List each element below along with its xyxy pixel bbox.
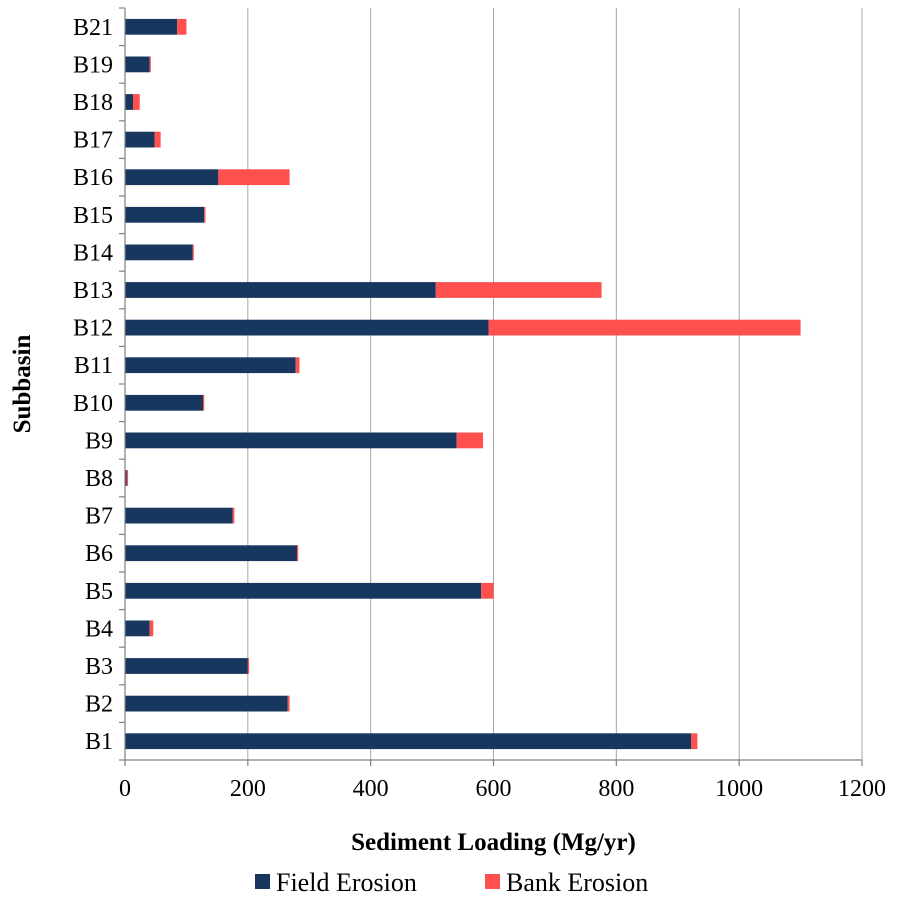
- grid-lines: [247, 8, 863, 760]
- bar-b2-field-erosion: [125, 695, 288, 712]
- y-tick-label-b19: B19: [73, 52, 113, 78]
- y-tick-label-b9: B9: [85, 428, 113, 454]
- y-tick-label-b12: B12: [73, 316, 113, 342]
- bar-b17-bank-erosion: [154, 131, 161, 148]
- y-tick-label-b21: B21: [73, 15, 113, 41]
- bar-b10-bank-erosion: [202, 394, 205, 411]
- legend-label-bank-erosion: Bank Erosion: [506, 868, 648, 897]
- legend-label-field-erosion: Field Erosion: [276, 868, 417, 897]
- bar-b1-bank-erosion: [691, 733, 698, 750]
- bar-b14-field-erosion: [125, 244, 193, 261]
- bar-b9-bank-erosion: [456, 432, 484, 449]
- bar-b9-field-erosion: [125, 432, 457, 449]
- axes: [119, 7, 863, 766]
- x-tick-label-800: 800: [598, 776, 634, 802]
- bar-b7-field-erosion: [125, 507, 233, 524]
- bar-b21-bank-erosion: [177, 18, 187, 35]
- bar-b1-field-erosion: [125, 733, 692, 750]
- bar-b8-field-erosion: [125, 470, 127, 486]
- legend-swatch-bank-erosion: [485, 874, 500, 889]
- y-tick-label-b16: B16: [73, 165, 113, 191]
- bar-b15-bank-erosion: [204, 206, 206, 223]
- y-tick-label-b18: B18: [73, 90, 113, 116]
- bar-b3-bank-erosion: [247, 658, 250, 674]
- y-tick-label-b7: B7: [85, 504, 113, 530]
- x-tick-label-200: 200: [230, 776, 266, 802]
- bar-b4-field-erosion: [125, 620, 150, 637]
- bar-b10-field-erosion: [125, 394, 203, 411]
- x-tick-label-600: 600: [476, 776, 512, 802]
- bar-b13-bank-erosion: [435, 282, 602, 298]
- y-tick-label-b15: B15: [73, 203, 113, 229]
- bar-b18-field-erosion: [125, 94, 133, 110]
- y-tick-label-b13: B13: [73, 278, 113, 304]
- bar-b3-field-erosion: [125, 658, 248, 674]
- legend: Field Erosion Bank Erosion: [255, 868, 648, 897]
- bar-b8-bank-erosion: [126, 470, 129, 486]
- bar-b16-field-erosion: [125, 169, 219, 186]
- bar-b7-bank-erosion: [232, 507, 235, 524]
- y-tick-label-b5: B5: [85, 579, 113, 605]
- x-tick-label-400: 400: [353, 776, 389, 802]
- bar-b19-field-erosion: [125, 56, 150, 73]
- y-axis-title: Subbasin: [9, 335, 36, 434]
- bar-b2-bank-erosion: [287, 695, 290, 712]
- x-tick-labels: 0 200 400 600 800 1000 1200: [119, 776, 886, 802]
- legend-swatch-field-erosion: [255, 874, 270, 889]
- bar-b12-bank-erosion: [488, 319, 801, 336]
- bar-b12-field-erosion: [125, 319, 489, 336]
- bar-b19-bank-erosion: [149, 56, 151, 73]
- bar-b5-bank-erosion: [481, 582, 494, 599]
- bar-b18-bank-erosion: [132, 94, 140, 110]
- bar-b17-field-erosion: [125, 131, 155, 148]
- y-tick-label-b10: B10: [73, 391, 113, 417]
- x-tick-label-0: 0: [119, 776, 131, 802]
- y-tick-label-b11: B11: [74, 353, 113, 379]
- y-tick-label-b6: B6: [85, 541, 113, 567]
- bar-b21-field-erosion: [125, 18, 178, 35]
- y-tick-label-b8: B8: [85, 466, 113, 492]
- bar-b6-bank-erosion: [296, 545, 299, 562]
- bar-b4-bank-erosion: [149, 620, 154, 637]
- bar-b6-field-erosion: [125, 545, 297, 562]
- bar-b13-field-erosion: [125, 282, 436, 298]
- bar-b15-field-erosion: [125, 206, 205, 223]
- y-tick-labels: B1 B2 B3 B4 B5 B6 B7 B8 B9 B10 B11 B12 B13 B14 B15 B16 B…: [73, 15, 113, 755]
- bar-b11-bank-erosion: [295, 357, 300, 374]
- y-tick-label-b1: B1: [85, 729, 113, 755]
- y-tick-label-b2: B2: [85, 692, 113, 718]
- y-tick-label-b14: B14: [73, 240, 113, 266]
- x-tick-label-1200: 1200: [838, 776, 886, 802]
- bar-b16-bank-erosion: [218, 169, 290, 186]
- bar-b11-field-erosion: [125, 357, 296, 374]
- x-axis-title: Sediment Loading (Mg/yr): [351, 829, 636, 856]
- y-tick-label-b3: B3: [85, 654, 113, 680]
- bar-b14-bank-erosion: [192, 244, 194, 261]
- y-tick-label-b17: B17: [73, 128, 113, 154]
- bar-b5-field-erosion: [125, 582, 482, 599]
- bars-layer: [125, 18, 801, 750]
- x-tick-label-1000: 1000: [715, 776, 763, 802]
- y-tick-label-b4: B4: [85, 616, 113, 642]
